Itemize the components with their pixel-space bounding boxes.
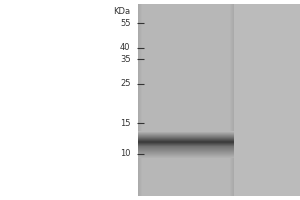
Text: 15: 15 [120,118,130,128]
Text: 35: 35 [120,54,130,64]
Text: 55: 55 [120,19,130,27]
Text: 40: 40 [120,44,130,52]
Text: KDa: KDa [113,6,130,16]
Text: 10: 10 [120,150,130,158]
Text: 25: 25 [120,79,130,88]
